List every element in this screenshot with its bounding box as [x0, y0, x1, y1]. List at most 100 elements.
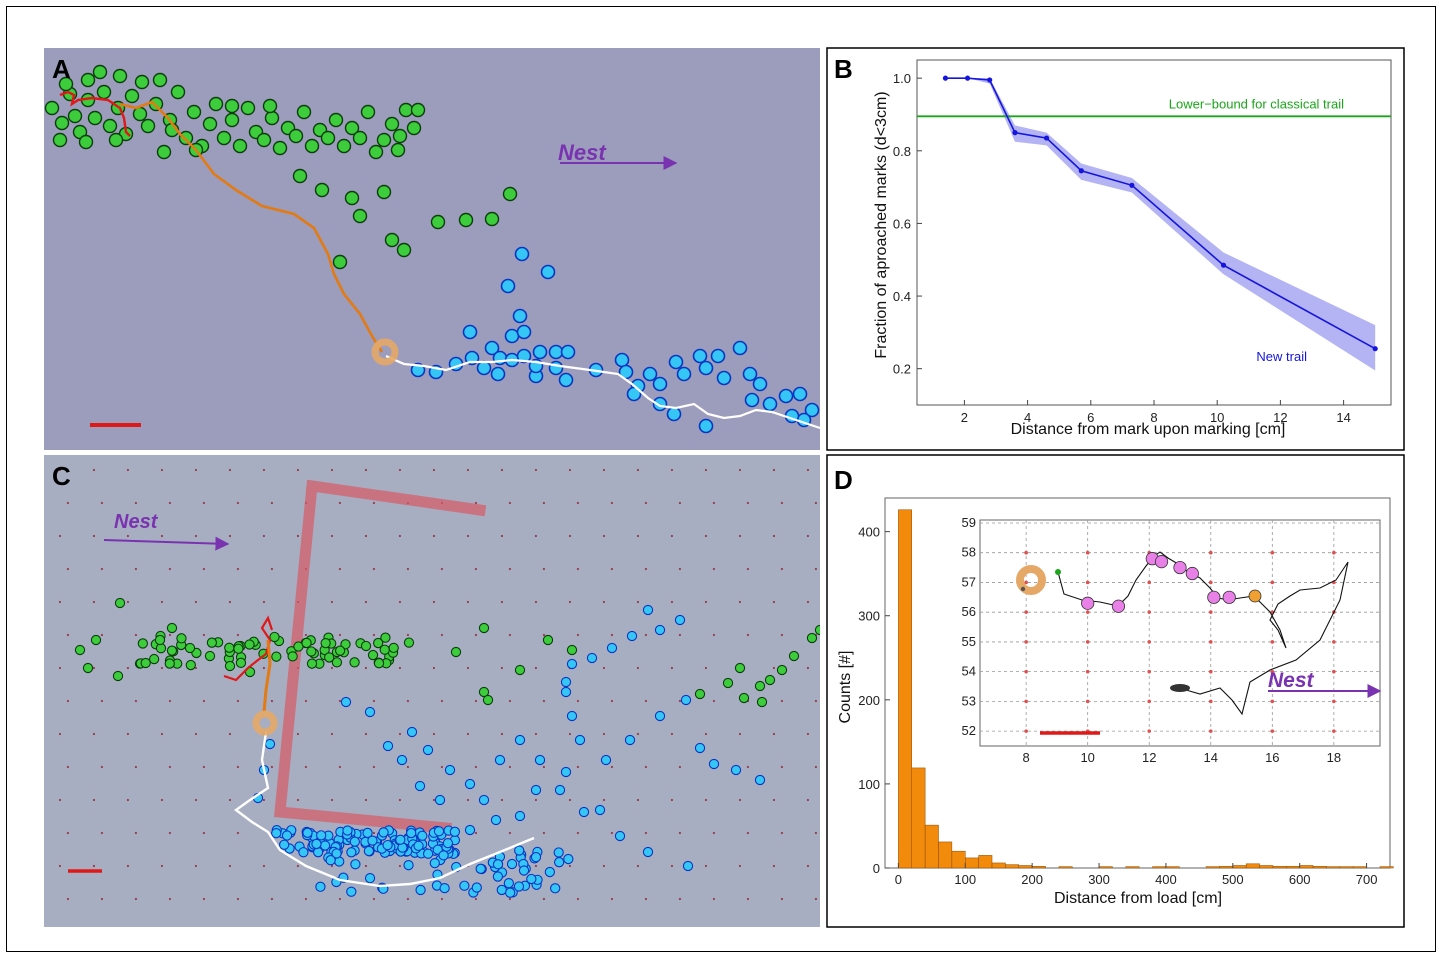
panel-c-nest-label: Nest [114, 511, 159, 533]
green-mark [108, 132, 124, 148]
grid-dot [576, 633, 580, 637]
grid-dot [236, 633, 240, 637]
green-mark [166, 622, 178, 634]
grid-dot [738, 864, 742, 868]
grid-dot [508, 567, 512, 571]
green-mark [352, 208, 368, 224]
grid-dot [66, 699, 70, 703]
panel-c: C Nest [44, 455, 820, 927]
blue-mark [563, 853, 574, 865]
panel-a-nest-label: Nest [558, 140, 607, 165]
grid-dot [330, 798, 334, 802]
histogram-bar [1339, 866, 1354, 869]
grid-dot [58, 468, 62, 472]
grid-dot [814, 567, 818, 571]
y-tick-label: 200 [858, 693, 880, 708]
blue-mark [298, 847, 309, 858]
grid-dot [670, 732, 674, 736]
grid-dot [338, 897, 342, 901]
grid-dot [508, 897, 512, 901]
new-trail-label: New trail [1256, 349, 1307, 364]
inset-load-ring [1016, 565, 1046, 595]
grid-dot [160, 468, 164, 472]
green-mark [514, 664, 526, 676]
grid-dot [542, 633, 546, 637]
grid-dot [576, 831, 580, 835]
grid-dot [270, 765, 274, 769]
grid-dot [440, 633, 444, 637]
grid-dot [160, 732, 164, 736]
blue-mark [526, 873, 537, 885]
grid-dot [330, 468, 334, 472]
new-trail-point [942, 75, 949, 81]
blue-mark [642, 846, 654, 858]
green-mark [102, 118, 118, 134]
x-tick-label: 2 [961, 410, 968, 425]
grid-dot [364, 666, 368, 670]
green-mark [264, 110, 280, 126]
blue-mark [514, 810, 526, 822]
blue-mark [475, 863, 486, 874]
grid-dot [814, 501, 818, 505]
new-trail-point [964, 75, 971, 81]
inset-grid-marker [1270, 550, 1275, 555]
grid-dot [202, 699, 206, 703]
grid-dot [228, 864, 232, 868]
blue-mark [264, 738, 276, 750]
grid-dot [66, 501, 70, 505]
blue-mark [530, 852, 542, 863]
new-trail-point [1220, 262, 1227, 268]
grid-dot [228, 732, 232, 736]
grid-dot [746, 633, 750, 637]
inset-grid-marker [1208, 610, 1213, 614]
x-tick-label: 100 [954, 872, 976, 887]
green-mark [430, 214, 446, 230]
inset-y-tick-label: 59 [962, 515, 976, 530]
green-mark [292, 168, 308, 184]
green-mark [373, 658, 385, 669]
grid-dot [508, 765, 512, 769]
grid-dot [534, 798, 538, 802]
grid-dot [780, 897, 784, 901]
grid-dot [440, 897, 444, 901]
green-mark [54, 115, 70, 131]
inset-plot-area [979, 519, 1381, 747]
blue-mark [462, 324, 478, 340]
histogram-bar [1245, 863, 1260, 869]
grid-dot [576, 765, 580, 769]
green-mark [272, 140, 288, 156]
blue-mark [692, 348, 708, 364]
green-mark [82, 662, 94, 674]
green-mark [301, 637, 312, 649]
green-mark [320, 637, 331, 649]
grid-dot [372, 501, 376, 505]
grid-dot [58, 798, 62, 802]
blue-mark [492, 859, 504, 870]
grid-dot [644, 765, 648, 769]
grid-dot [330, 732, 334, 736]
grid-dot [746, 501, 750, 505]
grid-dot [398, 864, 402, 868]
blue-mark [514, 845, 525, 856]
grid-dot [406, 699, 410, 703]
green-mark [482, 694, 494, 706]
grid-dot [270, 897, 274, 901]
grid-dot [466, 666, 470, 670]
grid-dot [678, 897, 682, 901]
blue-mark [422, 848, 434, 859]
grid-dot [712, 567, 716, 571]
blue-mark [476, 360, 492, 376]
green-mark [314, 182, 330, 198]
histogram-bar [1259, 865, 1274, 869]
blue-mark [676, 366, 692, 382]
grid-dot [202, 831, 206, 835]
inset-grid-marker [1208, 729, 1213, 733]
grid-dot [500, 600, 504, 604]
blue-mark [553, 857, 565, 868]
inset-y-tick-label: 57 [962, 574, 976, 589]
grid-dot [670, 468, 674, 472]
x-tick-label: 8 [1150, 410, 1157, 425]
green-mark [384, 116, 400, 132]
green-mark [320, 130, 336, 146]
blue-mark [674, 614, 686, 626]
